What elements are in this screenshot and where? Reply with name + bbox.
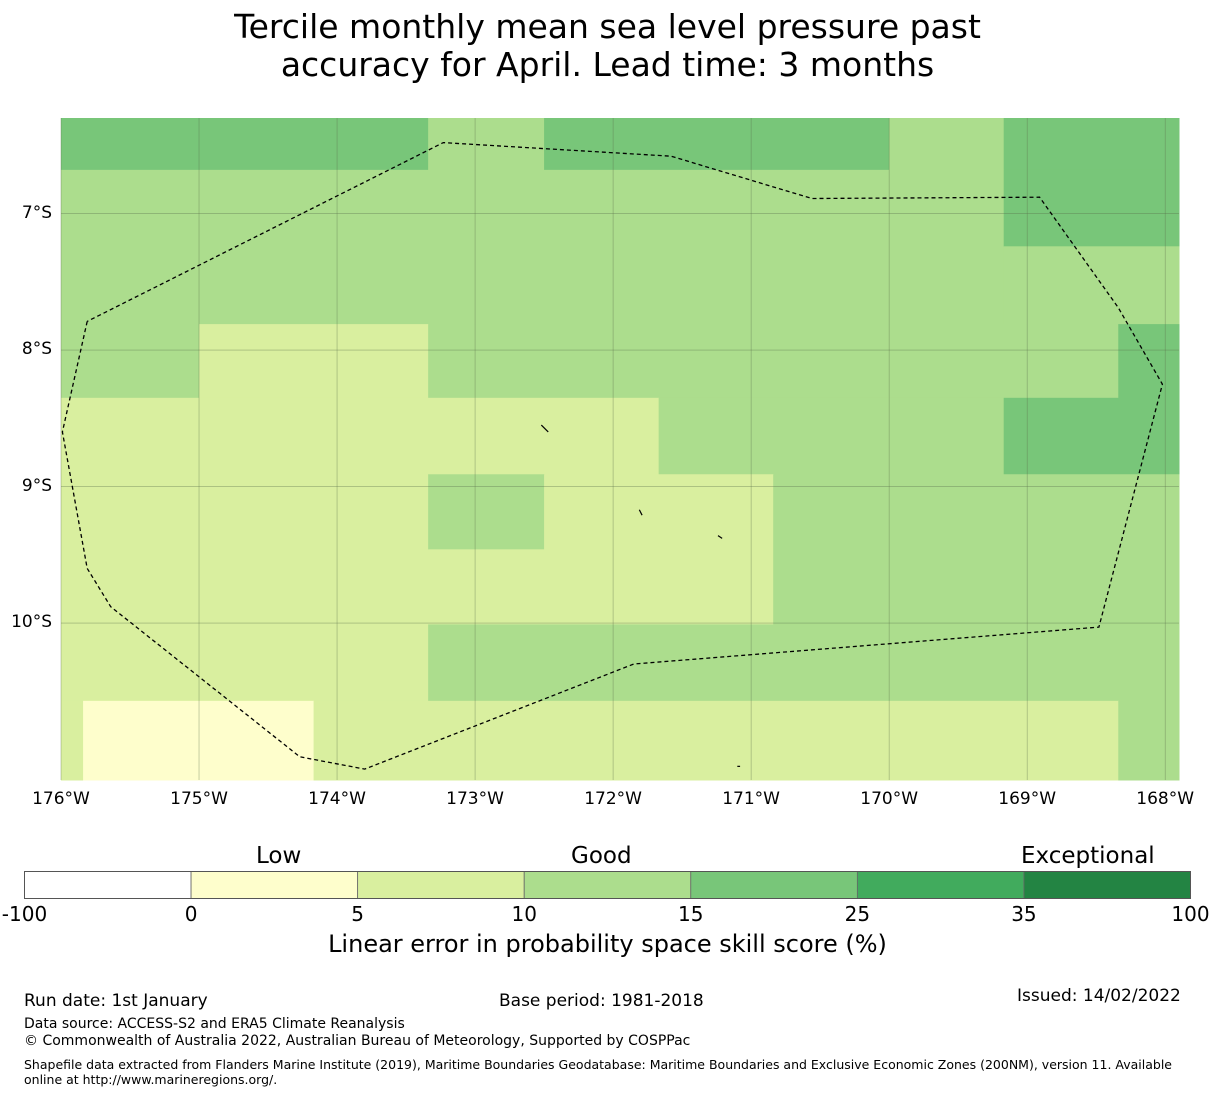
latitude-label: 10°S (11, 612, 52, 633)
colorbar-category-low: Low (256, 843, 302, 869)
skill-cell (773, 474, 1180, 625)
skill-cell (544, 118, 890, 171)
island-outline (540, 424, 549, 433)
skill-grid (61, 118, 1180, 781)
colorbar-tick-label: 10 (511, 902, 537, 926)
longitude-label: 170°W (860, 789, 919, 809)
skill-cell (428, 624, 1180, 702)
skill-cell (544, 474, 774, 625)
skill-cell (658, 397, 1005, 475)
data-source: Data source: ACCESS-S2 and ERA5 Climate … (24, 1016, 405, 1032)
colorbar-bin (1023, 871, 1191, 899)
colorbar-category-exceptional: Exceptional (1021, 843, 1155, 869)
skill-cell (61, 700, 84, 781)
colorbar-tick-label: 35 (1011, 902, 1037, 926)
issued-date: Issued: 14/02/2022 (1017, 986, 1181, 1006)
latitude-label: 8°S (21, 339, 52, 360)
skill-cell (428, 118, 545, 171)
skill-cell (1003, 118, 1180, 171)
map-title: Tercile monthly mean sea level pressure … (0, 8, 1215, 84)
colorbar (24, 871, 1191, 899)
longitude-label: 168°W (1136, 789, 1195, 809)
skill-cell (1118, 700, 1180, 781)
colorbar-label: Linear error in probability space skill … (328, 930, 887, 958)
map-title-line-1: Tercile monthly mean sea level pressure … (234, 7, 981, 46)
colorbar-tick-label: 15 (678, 902, 704, 926)
colorbar-bins (24, 871, 1191, 899)
skill-cell (61, 118, 429, 171)
longitude-label: 169°W (998, 789, 1057, 809)
graticule (60, 118, 1179, 780)
longitude-label: 175°W (170, 789, 228, 809)
skill-cell (428, 549, 545, 625)
latitude-label: 7°S (21, 202, 52, 223)
island-outline (717, 535, 723, 539)
skill-cell (1118, 324, 1180, 399)
base-period: Base period: 1981-2018 (499, 991, 704, 1011)
colorbar-tick-label: -100 (1, 902, 48, 926)
longitude-label: 173°W (446, 789, 504, 809)
latitude-label: 9°S (21, 475, 52, 496)
colorbar-bin (190, 871, 359, 899)
skill-cell (199, 324, 429, 399)
skill-cell (1003, 397, 1180, 475)
colorbar-category-good: Good (571, 843, 632, 869)
skill-cell (1003, 246, 1180, 325)
skill-cell (428, 474, 545, 550)
skill-cell (61, 169, 1005, 325)
colorbar-bin (357, 871, 525, 899)
copyright: © Commonwealth of Australia 2022, Austra… (24, 1033, 691, 1049)
colorbar-tick-label: 0 (184, 902, 198, 926)
skill-cell (83, 700, 315, 781)
skill-cell (889, 118, 1005, 171)
skill-cell (313, 700, 1119, 781)
run-date: Run date: 1st January (24, 991, 208, 1011)
colorbar-tick-label: 25 (844, 902, 871, 926)
map-panel (60, 118, 1180, 781)
colorbar-bin (690, 871, 858, 899)
longitude-label: 176°W (32, 789, 90, 809)
colorbar-bin (24, 871, 192, 899)
skill-cell (61, 397, 660, 475)
longitude-label: 174°W (308, 789, 366, 809)
island-outline (638, 509, 643, 516)
shapefile-credit: Shapefile data extracted from Flanders M… (24, 1057, 1172, 1087)
colorbar-tick-label: 5 (351, 902, 364, 926)
colorbar-tick-label: 100 (1171, 902, 1210, 926)
skill-cell (61, 624, 429, 702)
colorbar-bin (856, 871, 1025, 899)
island-coastlines (540, 424, 741, 767)
eez-boundary (61, 141, 1164, 770)
longitude-label: 172°W (584, 789, 642, 809)
skill-cell (1003, 169, 1180, 247)
skill-cell (428, 324, 1119, 399)
longitude-label: 171°W (722, 789, 780, 809)
colorbar-bin (523, 871, 692, 899)
skill-cell (61, 474, 429, 625)
colorbar-outline (24, 871, 1191, 899)
map-title-line-2: accuracy for April. Lead time: 3 months (280, 45, 935, 84)
